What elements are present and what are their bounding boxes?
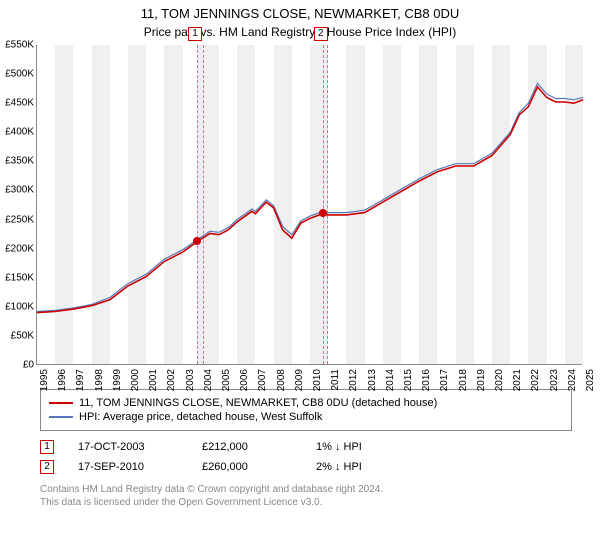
event-date: 17-SEP-2010 xyxy=(78,461,178,473)
y-axis-tick-label: £350K xyxy=(5,156,34,167)
x-axis-tick-label: 2014 xyxy=(385,369,396,391)
y-axis-tick-label: £450K xyxy=(5,98,34,109)
x-axis-tick-label: 2025 xyxy=(585,369,596,391)
plot-area: 12 xyxy=(36,45,582,365)
x-axis-tick-label: 2008 xyxy=(276,369,287,391)
y-axis-tick-label: £100K xyxy=(5,301,34,312)
x-axis-tick-label: 2002 xyxy=(166,369,177,391)
event-date: 17-OCT-2003 xyxy=(78,441,178,453)
event-marker-inline: 1 xyxy=(40,440,54,454)
x-axis-tick-label: 2006 xyxy=(239,369,250,391)
series-line-hpi xyxy=(37,83,583,311)
x-axis-tick-label: 1995 xyxy=(39,369,50,391)
event-marker-box: 2 xyxy=(314,27,328,41)
y-axis-labels: £0£50K£100K£150K£200K£250K£300K£350K£400… xyxy=(0,45,36,365)
x-axis-tick-label: 2012 xyxy=(348,369,359,391)
chart-area: £0£50K£100K£150K£200K£250K£300K£350K£400… xyxy=(36,45,596,385)
x-axis-tick-label: 2018 xyxy=(458,369,469,391)
y-axis-tick-label: £500K xyxy=(5,69,34,80)
event-delta: 1% ↓ HPI xyxy=(316,441,362,453)
y-axis-tick-label: £550K xyxy=(5,40,34,51)
x-axis-tick-label: 1999 xyxy=(112,369,123,391)
page-subtitle: Price paid vs. HM Land Registry's House … xyxy=(0,21,600,45)
x-axis-tick-label: 2021 xyxy=(512,369,523,391)
x-axis-tick-label: 2019 xyxy=(476,369,487,391)
x-axis-tick-label: 2007 xyxy=(257,369,268,391)
x-axis-tick-label: 2011 xyxy=(330,369,341,391)
y-axis-tick-label: £400K xyxy=(5,127,34,138)
x-axis-tick-label: 2023 xyxy=(549,369,560,391)
y-axis-tick-label: £0 xyxy=(23,360,34,371)
footnote-line: This data is licensed under the Open Gov… xyxy=(40,496,572,509)
event-marker-box: 1 xyxy=(188,27,202,41)
x-axis-labels: 1995 1996 1997 1998 1999 2000 2001 2002 2003 2004… xyxy=(36,367,582,417)
event-point xyxy=(319,209,327,217)
x-axis-tick-label: 2015 xyxy=(403,369,414,391)
x-axis-tick-label: 2024 xyxy=(567,369,578,391)
y-axis-tick-label: £50K xyxy=(11,330,34,341)
footnote-line: Contains HM Land Registry data © Crown c… xyxy=(40,483,572,496)
x-axis-tick-label: 2005 xyxy=(221,369,232,391)
event-price: £212,000 xyxy=(202,441,292,453)
events-table: 1 17-OCT-2003 £212,000 1% ↓ HPI 2 17-SEP-2010… xyxy=(40,437,572,477)
event-marker-inline: 2 xyxy=(40,460,54,474)
y-axis-tick-label: £300K xyxy=(5,185,34,196)
y-axis-tick-label: £250K xyxy=(5,214,34,225)
x-axis-tick-label: 2009 xyxy=(294,369,305,391)
y-axis-tick-label: £200K xyxy=(5,243,34,254)
event-delta: 2% ↓ HPI xyxy=(316,461,362,473)
x-axis-tick-label: 2004 xyxy=(203,369,214,391)
x-axis-tick-label: 1996 xyxy=(57,369,68,391)
event-row: 1 17-OCT-2003 £212,000 1% ↓ HPI xyxy=(40,437,572,457)
event-point xyxy=(193,237,201,245)
y-axis-tick-label: £150K xyxy=(5,272,34,283)
x-axis-tick-label: 2013 xyxy=(367,369,378,391)
footnote: Contains HM Land Registry data © Crown c… xyxy=(40,483,572,509)
chart-lines xyxy=(37,45,583,365)
x-axis-tick-label: 2016 xyxy=(421,369,432,391)
series-line-property xyxy=(37,87,583,313)
x-axis-tick-label: 1998 xyxy=(94,369,105,391)
event-row: 2 17-SEP-2010 £260,000 2% ↓ HPI xyxy=(40,457,572,477)
event-price: £260,000 xyxy=(202,461,292,473)
page-title: 11, TOM JENNINGS CLOSE, NEWMARKET, CB8 0… xyxy=(0,0,600,21)
x-axis-tick-label: 2017 xyxy=(439,369,450,391)
x-axis-tick-label: 2001 xyxy=(148,369,159,391)
x-axis-tick-label: 1997 xyxy=(75,369,86,391)
x-axis-tick-label: 2000 xyxy=(130,369,141,391)
x-axis-tick-label: 2020 xyxy=(494,369,505,391)
x-axis-tick-label: 2010 xyxy=(312,369,323,391)
x-axis-tick-label: 2022 xyxy=(530,369,541,391)
x-axis-tick-label: 2003 xyxy=(185,369,196,391)
